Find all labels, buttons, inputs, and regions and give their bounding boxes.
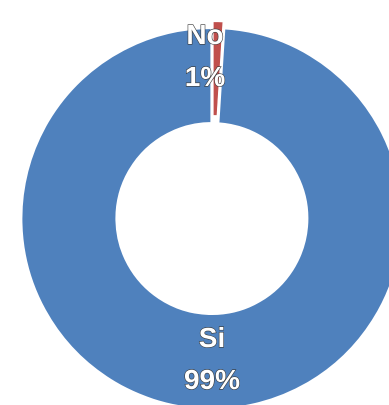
label-si-name: Si — [199, 322, 225, 353]
label-no-name: No — [186, 19, 223, 50]
chart-slices — [19, 19, 389, 405]
chart-labels: No 1% Si 99% — [183, 18, 240, 395]
label-si-percent: 99% — [184, 364, 240, 395]
label-no-percent: 1% — [185, 61, 226, 92]
slice-si — [19, 25, 389, 405]
